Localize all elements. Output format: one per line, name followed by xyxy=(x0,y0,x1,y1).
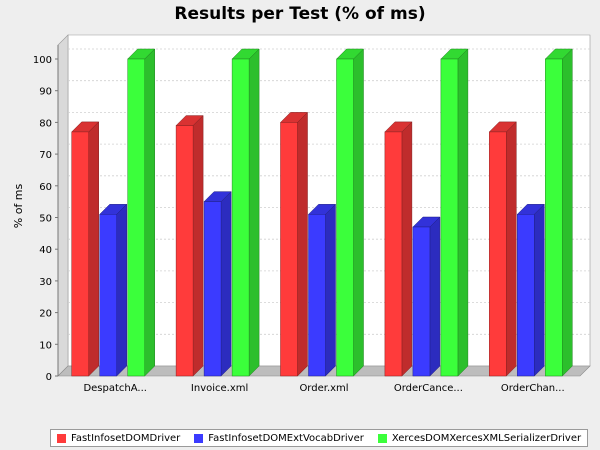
bar-side xyxy=(297,111,308,377)
legend-label: FastInfosetDOMExtVocabDriver xyxy=(208,432,364,444)
bar-front xyxy=(412,226,431,377)
bar xyxy=(488,121,517,377)
legend: FastInfosetDOMDriver FastInfosetDOMExtVoc… xyxy=(50,429,589,447)
bar-front xyxy=(384,131,403,377)
bar-front xyxy=(231,58,250,377)
legend-swatch xyxy=(377,433,387,443)
bar-side xyxy=(248,48,260,377)
bar-front xyxy=(175,125,194,377)
y-tick-label: 30 xyxy=(39,277,52,288)
bar xyxy=(440,48,469,377)
y-axis: 0 10 20 30 40 50 60 70 80 90 100 xyxy=(33,45,59,383)
bar xyxy=(335,48,365,377)
bar xyxy=(127,48,156,377)
y-tick-label: 40 xyxy=(39,245,52,256)
bar-side xyxy=(192,114,204,377)
chart-plot: 0 10 20 30 40 50 60 70 80 90 100 DespatchA... Invoi… xyxy=(12,34,591,394)
bar xyxy=(279,111,309,377)
x-tick-label: OrderChan... xyxy=(501,383,565,394)
bar-front xyxy=(203,201,222,377)
x-axis: DespatchA... Invoice.xml Order.xml OrderCan… xyxy=(83,383,564,394)
y-tick-label: 60 xyxy=(39,182,52,193)
bar-front xyxy=(127,58,145,377)
bar-side xyxy=(88,121,99,377)
bar xyxy=(99,203,128,377)
bar xyxy=(516,203,545,377)
bar-front xyxy=(308,214,326,377)
x-tick-label: Order.xml xyxy=(299,383,348,394)
bar xyxy=(384,121,413,377)
y-tick-label: 10 xyxy=(39,340,52,351)
bar-front xyxy=(517,214,535,377)
bar-side xyxy=(534,203,545,377)
bar xyxy=(544,48,573,377)
legend-label: XercesDOMXercesXMLSerializerDriver xyxy=(391,432,582,444)
bar-front xyxy=(336,58,354,377)
bar-front xyxy=(99,214,117,377)
bar-side xyxy=(325,203,336,377)
bar-front xyxy=(489,131,507,377)
bar-front xyxy=(280,122,298,377)
y-tick-label: 100 xyxy=(33,55,52,66)
x-tick-label: DespatchA... xyxy=(83,383,147,394)
legend-swatch xyxy=(194,433,204,443)
bar xyxy=(412,216,441,377)
legend-item: FastInfosetDOMExtVocabDriver xyxy=(194,433,364,444)
bar xyxy=(175,114,204,377)
bars xyxy=(71,48,573,377)
bar-side xyxy=(429,216,441,377)
y-axis-label: % of ms xyxy=(12,183,25,228)
y-tick-label: 90 xyxy=(39,87,52,98)
bar-front xyxy=(545,58,563,377)
y-tick-label: 70 xyxy=(39,150,52,161)
x-tick-label: Invoice.xml xyxy=(191,383,248,394)
bar-side xyxy=(506,121,517,377)
bar-side xyxy=(116,203,127,377)
chart-title: Results per Test (% of ms) xyxy=(174,4,426,24)
y-tick-label: 80 xyxy=(39,118,52,129)
bar-side xyxy=(457,48,469,377)
y-tick-label: 0 xyxy=(46,372,52,383)
bar-front xyxy=(440,58,459,377)
bar xyxy=(231,48,260,377)
bar-side xyxy=(220,191,232,377)
x-tick-label: OrderCance... xyxy=(394,383,463,394)
bar xyxy=(203,191,232,377)
y-tick-label: 20 xyxy=(39,309,52,320)
plot-left-wall xyxy=(57,34,69,377)
bar-side xyxy=(401,121,413,377)
legend-item: XercesDOMXercesXMLSerializerDriver xyxy=(377,432,582,444)
bar xyxy=(307,203,337,377)
bar-side xyxy=(353,48,364,377)
y-tick-label: 50 xyxy=(39,214,52,225)
legend-item: FastInfosetDOMDriver xyxy=(57,433,180,444)
bar-side xyxy=(562,48,573,377)
bar xyxy=(71,121,100,377)
bar-front xyxy=(71,131,89,377)
bar-side xyxy=(144,48,155,377)
legend-swatch xyxy=(57,433,66,443)
legend-label: FastInfosetDOMDriver xyxy=(71,432,181,444)
